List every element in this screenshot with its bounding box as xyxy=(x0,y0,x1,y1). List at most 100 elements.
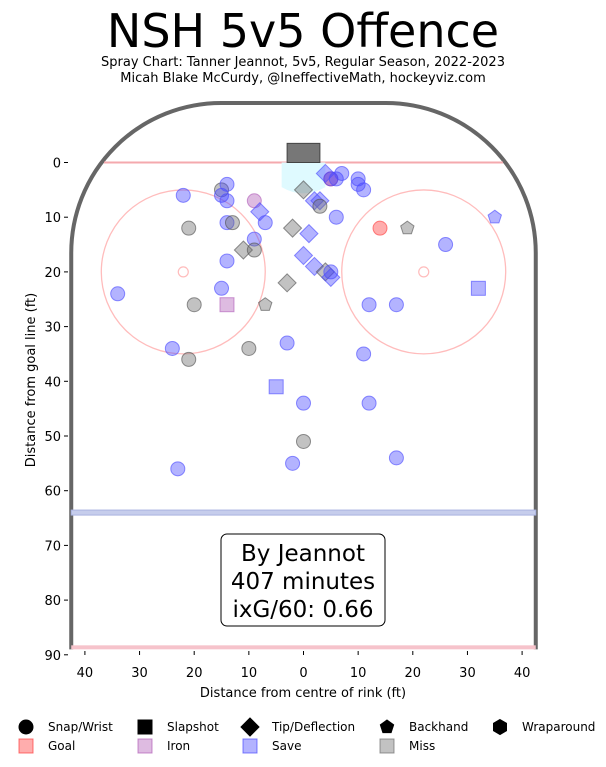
x-tick-label: 10 xyxy=(241,666,258,681)
shot-marker xyxy=(304,191,325,211)
shot-marker xyxy=(241,340,257,356)
hexagon-icon xyxy=(493,718,507,736)
info-box-minutes: 407 minutes xyxy=(231,569,375,595)
legend-shape-label: Tip/Deflection xyxy=(271,720,355,734)
legend-outcome-label: Iron xyxy=(167,739,190,753)
shot-marker xyxy=(350,176,366,192)
y-tick-label: 30 xyxy=(44,321,61,336)
info-box-ixg: ixG/60: 0.66 xyxy=(232,597,373,623)
shot-marker xyxy=(257,215,273,231)
x-tick-label: 30 xyxy=(459,666,476,681)
shot-marker xyxy=(361,297,377,313)
shot-marker xyxy=(175,187,191,203)
y-tick-label: 70 xyxy=(44,539,61,554)
square-icon xyxy=(137,719,153,735)
legend-swatch xyxy=(242,738,258,754)
circle-icon xyxy=(18,719,34,735)
shot-marker xyxy=(296,433,311,449)
y-tick-label: 60 xyxy=(44,485,61,500)
shot-marker xyxy=(214,280,230,296)
shot-marker xyxy=(164,340,180,356)
shot-marker xyxy=(285,455,301,471)
shot-marker xyxy=(277,273,297,293)
chart-title: NSH 5v5 Offence xyxy=(106,4,500,58)
x-tick-label: 20 xyxy=(405,666,422,681)
shot-marker xyxy=(315,163,336,184)
info-box-frame xyxy=(220,533,386,627)
shot-markers xyxy=(110,163,503,477)
shot-marker xyxy=(219,176,235,192)
pentagon-icon xyxy=(379,719,395,734)
info-box: By Jeannot 407 minutes ixG/60: 0.66 xyxy=(220,533,386,627)
legend-shape-label: Wraparound xyxy=(522,720,595,734)
legend-swatch xyxy=(18,738,34,754)
x-tick-label: 0 xyxy=(299,666,307,681)
shot-marker xyxy=(181,351,197,367)
x-tick-label: 40 xyxy=(77,666,94,681)
legend-shape-label: Backhand xyxy=(409,720,468,734)
shot-marker xyxy=(470,280,486,296)
shot-marker xyxy=(487,209,503,224)
shot-marker xyxy=(299,223,319,244)
legend-swatch xyxy=(137,738,153,754)
y-tick-label: 90 xyxy=(44,649,61,664)
y-tick-label: 50 xyxy=(44,430,61,445)
shot-marker xyxy=(170,461,186,477)
shot-marker xyxy=(246,231,262,247)
legend-outcome-label: Miss xyxy=(409,739,435,753)
shot-marker xyxy=(312,198,328,214)
legend-swatch xyxy=(379,738,395,754)
shot-marker xyxy=(268,379,284,395)
shot-marker xyxy=(356,346,372,362)
axes: 40 30 20 10 0 10 20 30 40 0 10 20 30 40 50 60 70 80 90 Dist… xyxy=(24,157,530,702)
shot-marker xyxy=(361,395,377,411)
shot-marker xyxy=(356,182,372,198)
diamond-icon xyxy=(240,717,260,737)
shot-marker xyxy=(388,297,404,313)
y-tick-label: 0 xyxy=(53,157,61,172)
x-axis-label: Distance from centre of rink (ft) xyxy=(200,686,406,701)
shot-marker xyxy=(282,218,303,238)
y-tick-label: 80 xyxy=(44,594,61,609)
center-line xyxy=(71,645,536,650)
shot-marker xyxy=(293,245,314,266)
shot-marker xyxy=(304,256,325,277)
x-tick-label: 10 xyxy=(350,666,367,681)
faceoff-circle xyxy=(341,189,507,355)
x-tick-label: 20 xyxy=(186,666,203,681)
shot-marker xyxy=(246,242,262,258)
shot-marker xyxy=(258,297,273,311)
shot-marker xyxy=(219,297,235,313)
faceoff-dot xyxy=(177,266,189,278)
shot-marker xyxy=(224,215,240,231)
faceoff-dot xyxy=(418,266,430,278)
legend-outcome-label: Goal xyxy=(48,739,75,753)
x-tick-label: 30 xyxy=(131,666,148,681)
shot-marker xyxy=(328,209,344,225)
y-tick-label: 20 xyxy=(44,266,61,281)
shot-marker xyxy=(181,220,197,236)
shot-marker xyxy=(328,171,344,187)
shot-marker xyxy=(279,335,295,351)
x-tick-label: 40 xyxy=(514,666,531,681)
rink-outline xyxy=(69,101,538,650)
shot-marker xyxy=(321,267,341,288)
shot-marker xyxy=(219,215,235,231)
y-axis-label: Distance from goal line (ft) xyxy=(24,293,39,467)
shot-marker xyxy=(310,191,330,211)
rink-boards xyxy=(69,101,538,650)
legend-shape-label: Snap/Wrist xyxy=(48,720,113,734)
goal-crease xyxy=(281,162,326,194)
y-tick-label: 10 xyxy=(44,211,61,226)
legend: Snap/Wrist Slapshot Tip/Deflection Backhand… xyxy=(18,717,595,754)
shot-marker xyxy=(219,193,235,209)
chart-subtitle: Spray Chart: Tanner Jeannot, 5v5, Regula… xyxy=(101,55,505,70)
shot-marker xyxy=(438,237,454,253)
shot-marker xyxy=(323,264,339,280)
shot-marker xyxy=(388,450,404,466)
shot-marker xyxy=(400,220,415,235)
faceoff-circle xyxy=(100,189,266,355)
y-tick-label: 40 xyxy=(44,375,61,390)
shot-marker xyxy=(334,165,350,181)
